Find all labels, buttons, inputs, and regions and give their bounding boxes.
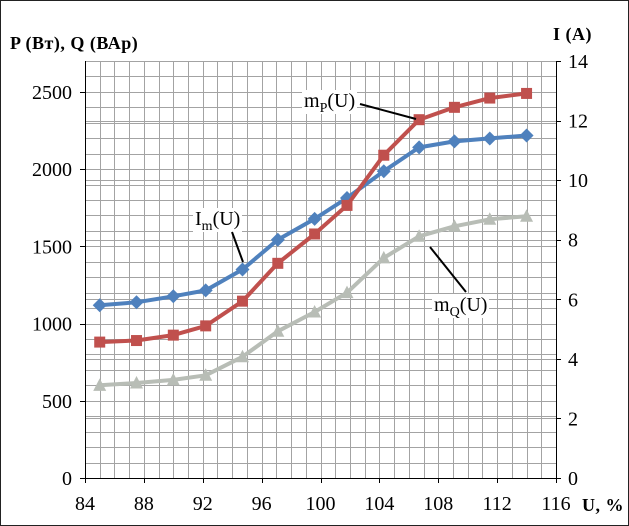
data-point-mp bbox=[341, 199, 353, 211]
y-right-tick-label: 14 bbox=[568, 51, 588, 73]
x-tick-label: 92 bbox=[193, 493, 213, 515]
data-point-mq bbox=[93, 378, 107, 391]
axes bbox=[80, 61, 561, 483]
data-point-mp bbox=[236, 295, 248, 307]
x-tick-label: 88 bbox=[134, 493, 154, 515]
data-point-mp bbox=[167, 329, 179, 341]
gridlines bbox=[85, 61, 557, 479]
x-axis-title: U, % bbox=[582, 495, 624, 515]
x-tick-label: 112 bbox=[482, 493, 511, 515]
data-point-mq bbox=[199, 368, 213, 381]
series-label-mq: mQ(U) bbox=[434, 294, 487, 320]
data-point-mp bbox=[94, 336, 106, 348]
series-mp bbox=[94, 87, 533, 348]
data-point-im bbox=[166, 289, 181, 304]
series-label-mq-main: m bbox=[434, 294, 450, 316]
x-tick-label: 84 bbox=[75, 493, 95, 515]
data-point-mq bbox=[308, 304, 322, 318]
data-point-mq bbox=[130, 376, 144, 389]
leader-line-mq bbox=[429, 246, 467, 293]
data-point-mq bbox=[447, 219, 461, 232]
data-point-mp bbox=[272, 257, 284, 269]
series bbox=[92, 87, 534, 391]
annotation-im: Im(U) bbox=[193, 208, 244, 263]
y-right-axis-title: I (A) bbox=[553, 24, 592, 45]
series-label-mq-sub: Q bbox=[450, 305, 460, 320]
leader-line-mp bbox=[359, 103, 417, 120]
x-tick-label: 100 bbox=[306, 493, 336, 515]
series-mq bbox=[93, 209, 534, 391]
data-point-im bbox=[198, 283, 213, 298]
tick-labels: 84 88 92 96 100 104 108 112 11605001000150020002… bbox=[32, 51, 588, 515]
data-point-mq bbox=[412, 229, 426, 242]
data-point-im bbox=[447, 134, 462, 149]
series-label-background bbox=[302, 90, 357, 114]
y-right-tick-label: 10 bbox=[568, 170, 588, 192]
data-point-mq bbox=[166, 372, 180, 386]
data-point-mp bbox=[448, 101, 460, 113]
series-label-background bbox=[432, 294, 489, 318]
series-label-im-main: I bbox=[195, 208, 202, 230]
data-point-im bbox=[270, 232, 285, 247]
y-right-tick-label: 2 bbox=[568, 408, 578, 430]
series-label-mq-rest: (U) bbox=[460, 294, 488, 316]
y-right-tick-label: 4 bbox=[568, 349, 578, 371]
data-point-im bbox=[412, 140, 427, 155]
series-label-im-rest: (U) bbox=[213, 208, 241, 230]
series-label-mp-rest: (U) bbox=[327, 90, 355, 112]
x-tick-label: 116 bbox=[541, 493, 570, 515]
annotation-mq: mQ(U) bbox=[429, 246, 489, 320]
y-right-tick-label: 0 bbox=[568, 468, 578, 490]
series-label-mp-sub: P bbox=[320, 101, 328, 116]
data-point-im bbox=[519, 128, 534, 143]
data-point-mp bbox=[309, 228, 321, 240]
data-point-mp bbox=[200, 320, 212, 332]
data-point-im bbox=[129, 295, 144, 310]
data-point-mq bbox=[340, 285, 354, 299]
y-left-tick-label: 1000 bbox=[32, 314, 72, 336]
data-point-mq bbox=[377, 250, 391, 264]
series-label-im: Im(U) bbox=[195, 208, 240, 234]
data-point-mp bbox=[378, 149, 390, 161]
x-tick-label: 108 bbox=[423, 493, 453, 515]
data-point-im bbox=[482, 131, 497, 146]
y-left-tick-label: 1500 bbox=[32, 236, 72, 258]
y-right-tick-label: 8 bbox=[568, 230, 578, 252]
data-point-mp bbox=[413, 114, 425, 126]
series-label-im-sub: m bbox=[202, 219, 213, 234]
data-point-mq bbox=[235, 349, 249, 363]
y-left-axis-title: P (Вт), Q (ВАр) bbox=[10, 33, 138, 54]
series-im bbox=[92, 128, 534, 313]
data-point-mq bbox=[520, 209, 534, 222]
data-point-mq bbox=[271, 324, 285, 337]
y-left-tick-label: 0 bbox=[62, 468, 72, 490]
y-right-tick-label: 6 bbox=[568, 289, 578, 311]
data-point-im bbox=[307, 211, 322, 226]
data-point-im bbox=[376, 164, 391, 179]
series-label-background bbox=[193, 208, 242, 232]
y-left-tick-label: 2500 bbox=[32, 82, 72, 104]
x-tick-label: 104 bbox=[364, 493, 394, 515]
data-point-mq bbox=[483, 212, 497, 225]
series-label-mp-main: m bbox=[304, 90, 320, 112]
data-point-mp bbox=[131, 335, 143, 347]
series-label-mp: mP(U) bbox=[304, 90, 355, 116]
y-right-tick-label: 12 bbox=[568, 111, 588, 133]
leader-line-im bbox=[231, 231, 244, 263]
x-tick-label: 96 bbox=[252, 493, 272, 515]
data-point-mp bbox=[484, 92, 496, 104]
y-left-tick-label: 500 bbox=[42, 391, 72, 413]
data-point-im bbox=[235, 262, 250, 277]
data-point-im bbox=[92, 298, 107, 313]
y-left-tick-label: 2000 bbox=[32, 159, 72, 181]
data-point-mp bbox=[521, 87, 533, 99]
annotation-mp: mP(U) bbox=[302, 90, 417, 120]
